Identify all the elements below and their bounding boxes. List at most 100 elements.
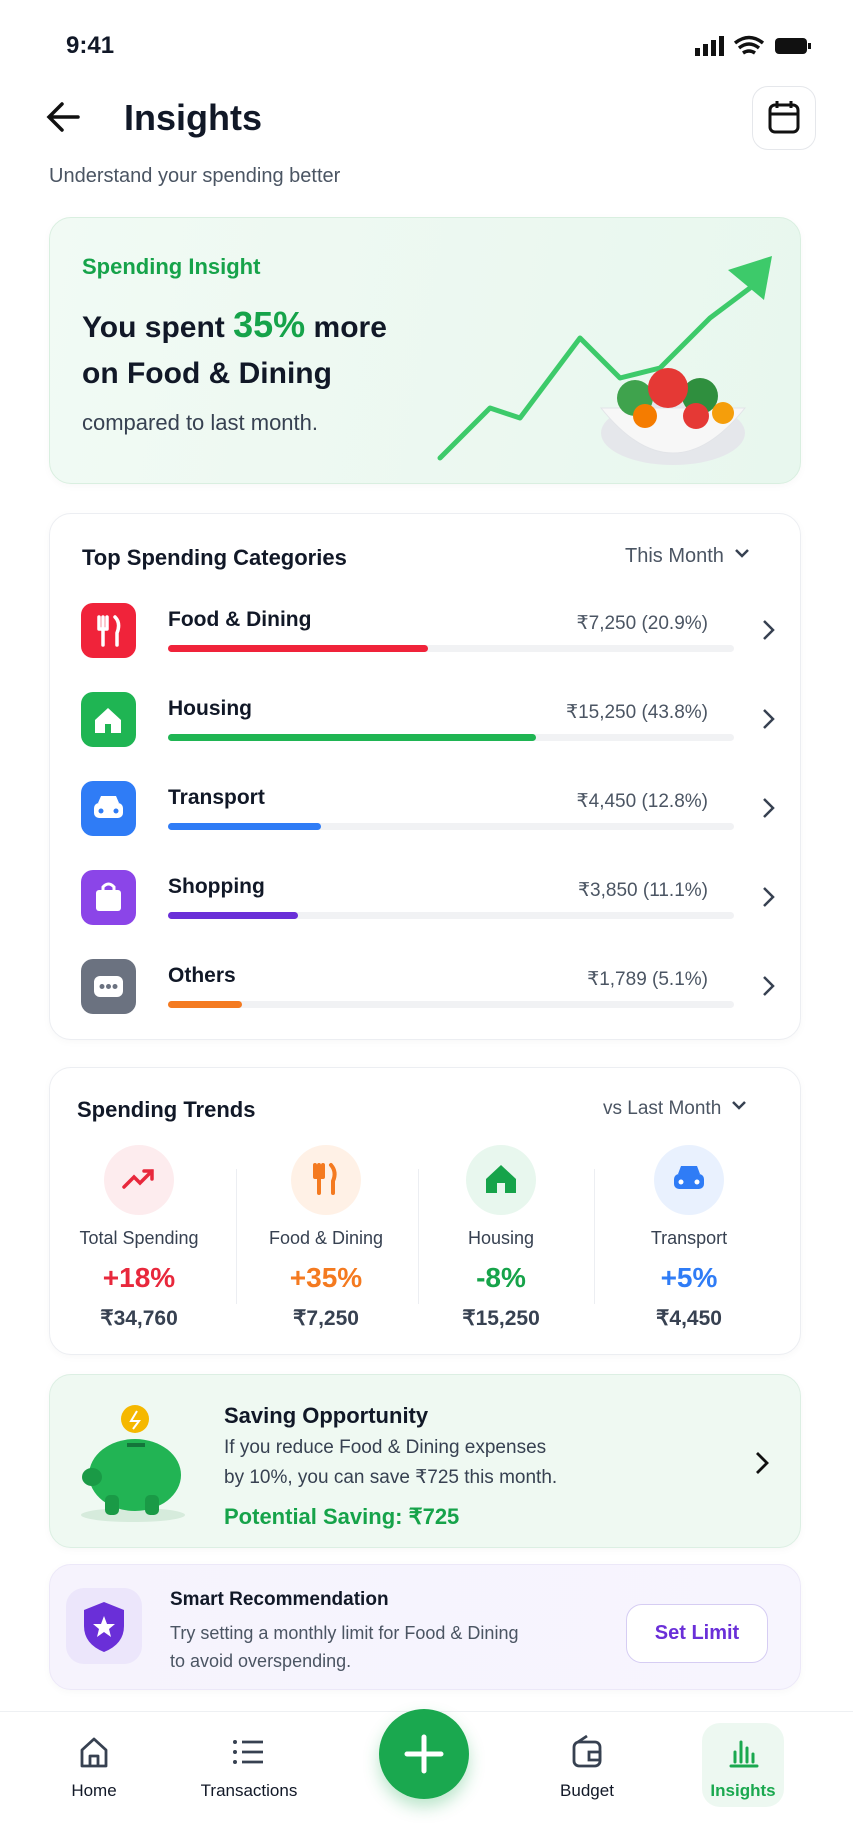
trend-change: +18% [102, 1262, 176, 1293]
trend-change: +5% [660, 1262, 718, 1293]
chevron-right-svg [763, 887, 775, 907]
category-amount: ₹7,250 (20.9%) [576, 613, 708, 634]
progress-track [168, 823, 734, 830]
trend-icon-svg [486, 1165, 516, 1193]
category-amount: ₹4,450 (12.8%) [576, 791, 708, 812]
chevron-right-svg [763, 798, 775, 818]
saving-card[interactable]: Saving Opportunity If you reduce Food & … [49, 1374, 801, 1548]
category-icon-svg [95, 708, 121, 733]
recommendation-title: Smart Recommendation [170, 1589, 389, 1610]
category-icon [81, 870, 136, 925]
section-title: Top Spending Categories [82, 545, 347, 570]
chevron-down [734, 549, 749, 558]
insight-line3: compared to last month. [82, 410, 319, 435]
recommendation-text: to avoid overspending. [170, 1651, 352, 1671]
trend-amount: ₹4,450 [656, 1307, 722, 1330]
category-icon-svg [97, 615, 121, 647]
nav-icon [229, 1732, 269, 1772]
section-title: Spending Trends [77, 1097, 256, 1122]
progress-fill [168, 823, 321, 830]
progress-fill [168, 912, 299, 919]
trend-label: Transport [650, 1228, 728, 1248]
trend-icon-svg [122, 1169, 154, 1189]
progress-fill [168, 1001, 242, 1008]
nav-label[interactable]: Insights [710, 1781, 776, 1800]
calendar-icon [768, 101, 800, 134]
trend-change: -8% [476, 1262, 526, 1293]
nav-label[interactable]: Transactions [200, 1781, 298, 1800]
nav-label[interactable]: Home [71, 1781, 117, 1800]
chevron-right-svg [763, 976, 775, 996]
chevron-right [758, 617, 778, 643]
progress-track [168, 734, 734, 741]
insight-line1: You spent 35% more [82, 304, 387, 346]
status-time: 9:41 [66, 32, 115, 59]
trend-icon [291, 1145, 361, 1215]
chevron-right-svg [763, 709, 775, 729]
chevron-right-svg [763, 620, 775, 640]
progress-track [168, 912, 734, 919]
category-name: Others [168, 964, 236, 987]
category-name: Shopping [168, 875, 265, 898]
category-name: Transport [168, 786, 265, 809]
insight-line2: on Food & Dining [82, 357, 332, 390]
trend-icon [654, 1145, 724, 1215]
page-title: Insights [124, 97, 263, 138]
period-selector[interactable]: vs Last Month [603, 1098, 751, 1120]
category-icon-svg [96, 882, 121, 911]
category-name: Food & Dining [168, 608, 312, 631]
category-amount: ₹15,250 (43.8%) [565, 702, 708, 723]
progress-fill [168, 645, 429, 652]
recommendation-card: Smart Recommendation Try setting a month… [49, 1564, 801, 1690]
insight-card: Spending Insight You spent 35% more on F… [49, 217, 801, 484]
set-limit-button[interactable]: Set Limit [626, 1604, 768, 1663]
page-subtitle: Understand your spending better [49, 165, 341, 187]
trend-label: Total Spending [79, 1228, 199, 1248]
trend-amount: ₹15,250 [462, 1307, 540, 1330]
divider [236, 1169, 237, 1304]
nav-icon [723, 1732, 763, 1772]
chevron-right [756, 1452, 769, 1474]
trend-icon [104, 1145, 174, 1215]
trend-label: Housing [467, 1228, 535, 1248]
add-button[interactable] [379, 1709, 469, 1799]
trend-icon-svg [674, 1166, 704, 1189]
nav-icon [74, 1732, 114, 1772]
divider [594, 1169, 595, 1304]
category-icon [81, 959, 136, 1014]
chevron-down [731, 1101, 746, 1110]
progress-track [168, 1001, 734, 1008]
trend-icon [466, 1145, 536, 1215]
calendar-button[interactable] [752, 86, 816, 150]
saving-title: Saving Opportunity [224, 1403, 429, 1428]
progress-fill [168, 734, 536, 741]
period-selector[interactable]: This Month [625, 545, 754, 568]
trends-card: Spending Trends vs Last Month Total Spen… [49, 1067, 801, 1355]
saving-text: If you reduce Food & Dining expenses [224, 1437, 547, 1458]
category-icon [81, 692, 136, 747]
category-name: Housing [168, 697, 252, 720]
nav-label[interactable]: Budget [560, 1781, 614, 1800]
insight-highlight: 35% [233, 304, 306, 345]
chevron-right [758, 973, 778, 999]
status-icons [695, 35, 811, 56]
saving-potential: Potential Saving: ₹725 [224, 1504, 460, 1529]
trend-icon-svg [313, 1163, 337, 1195]
plus-icon [404, 1734, 444, 1774]
trend-amount: ₹34,760 [100, 1307, 178, 1330]
category-icon-svg [94, 976, 123, 997]
nav-icon-svg [80, 1737, 108, 1768]
nav-icon-svg [729, 1740, 759, 1768]
recommendation-text: Try setting a monthly limit for Food & D… [170, 1623, 519, 1643]
category-icon [81, 781, 136, 836]
back-button[interactable] [46, 101, 80, 133]
shield-icon [84, 1602, 124, 1652]
saving-text: by 10%, you can save ₹725 this month. [224, 1467, 558, 1488]
period-text: This Month [625, 545, 724, 567]
period-text: vs Last Month [603, 1098, 722, 1119]
divider [418, 1169, 419, 1304]
shield-icon-box [66, 1588, 142, 1664]
insight-illustration [437, 256, 772, 465]
nav-icon-svg [233, 1740, 263, 1764]
category-amount: ₹3,850 (11.1%) [577, 880, 708, 901]
